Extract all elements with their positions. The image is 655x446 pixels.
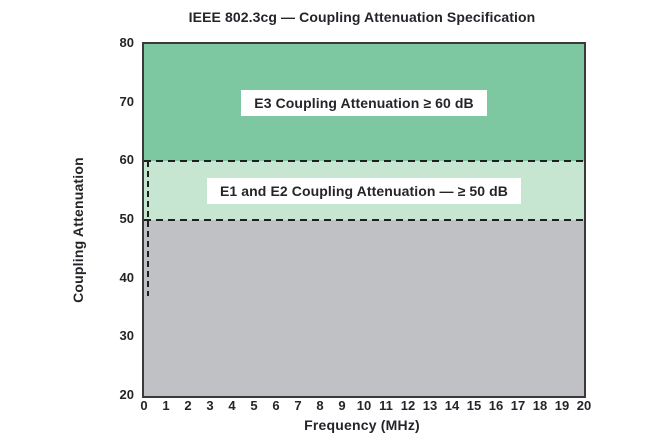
x-tick-label: 6	[272, 398, 280, 413]
y-tick-label: 20	[119, 387, 134, 402]
y-tick-label: 70	[119, 93, 134, 109]
region-e3-label-row: E3 Coupling Attenuation ≥ 60 dB	[144, 44, 584, 161]
x-tick-label: 3	[206, 398, 214, 413]
region-e1-e2-label-row: E1 and E2 Coupling Attenuation — ≥ 50 dB	[144, 161, 584, 220]
threshold-line-50db	[144, 219, 584, 221]
x-tick-label: 15	[466, 398, 482, 413]
x-tick-label: 9	[338, 398, 346, 413]
x-tick-label: 10	[356, 398, 372, 413]
x-axis-title: Frequency (MHz)	[304, 417, 420, 433]
x-tick-label: 20	[576, 398, 592, 413]
threshold-line-60db	[144, 160, 584, 163]
region-e1-e2-label: E1 and E2 Coupling Attenuation — ≥ 50 dB	[206, 177, 522, 204]
chart-title: IEEE 802.3cg — Coupling Attenuation Spec…	[188, 9, 536, 25]
y-tick-label: 50	[119, 211, 134, 226]
x-tick-label: 0	[140, 398, 148, 413]
plot-area: E3 Coupling Attenuation ≥ 60 dB E1 and E…	[142, 42, 586, 398]
y-axis-tick-labels: 20 30 40 50 60 70 80	[0, 35, 134, 402]
x-tick-label: 17	[510, 398, 526, 413]
x-tick-label: 16	[488, 398, 504, 413]
x-tick-label: 7	[294, 398, 302, 413]
x-tick-label: 5	[250, 398, 258, 413]
x-axis-tick-labels: 0 1 2 3 4 5 6 7 8 9 10 11 12 13 14 15 16 17 18 19 20	[140, 398, 591, 415]
x-tick-label: 12	[400, 398, 416, 413]
y-tick-label: 40	[119, 269, 134, 285]
x-tick-label: 11	[379, 398, 393, 413]
y-tick-label: 60	[119, 152, 134, 168]
y-axis-title: Coupling Attenuation	[70, 157, 86, 303]
x-tick-label: 14	[444, 398, 460, 413]
x-tick-label: 1	[162, 398, 170, 413]
region-band-below-spec	[144, 220, 584, 396]
x-tick-label: 19	[554, 398, 570, 413]
y-tick-label: 30	[119, 328, 134, 344]
x-tick-label: 4	[228, 398, 236, 413]
y-tick-label: 80	[119, 35, 134, 50]
x-tick-label: 13	[422, 398, 438, 413]
x-tick-label: 8	[316, 398, 324, 413]
region-e3-label: E3 Coupling Attenuation ≥ 60 dB	[241, 89, 487, 116]
vertical-boundary-line	[147, 161, 150, 297]
x-tick-label: 2	[184, 398, 192, 413]
x-tick-label: 18	[532, 398, 548, 413]
